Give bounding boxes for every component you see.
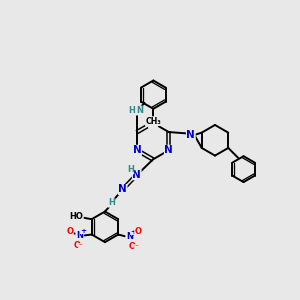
Text: H: H xyxy=(127,165,134,174)
Text: O: O xyxy=(66,227,74,236)
Text: N: N xyxy=(148,118,157,128)
Text: N: N xyxy=(76,232,83,241)
Text: N: N xyxy=(164,145,173,155)
Text: N: N xyxy=(118,184,127,194)
Text: O: O xyxy=(74,241,80,250)
Text: N: N xyxy=(126,232,133,242)
Text: O: O xyxy=(135,227,142,236)
Text: N: N xyxy=(136,106,143,115)
Text: N: N xyxy=(132,170,141,180)
Text: O: O xyxy=(129,242,136,251)
Text: N: N xyxy=(187,130,195,140)
Text: +: + xyxy=(80,228,86,234)
Text: H: H xyxy=(128,106,135,115)
Text: H: H xyxy=(108,198,115,207)
Text: ⁻: ⁻ xyxy=(134,244,138,250)
Text: N: N xyxy=(133,145,142,155)
Text: HO: HO xyxy=(69,212,83,221)
Text: ⁻: ⁻ xyxy=(79,244,83,250)
Text: +: + xyxy=(130,229,136,235)
Text: CH₃: CH₃ xyxy=(146,117,161,126)
